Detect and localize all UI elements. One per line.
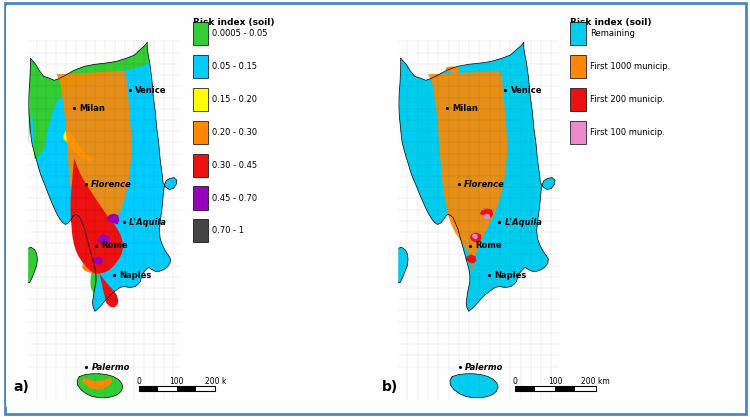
Text: Rome: Rome	[101, 241, 128, 250]
Polygon shape	[392, 247, 408, 282]
Bar	[193, 55, 208, 78]
Text: 0.70 - 1: 0.70 - 1	[211, 226, 244, 235]
Polygon shape	[472, 234, 478, 239]
Polygon shape	[28, 58, 32, 147]
Bar	[6, 6, 27, 407]
Bar	[535, 386, 555, 391]
Bar	[193, 88, 208, 111]
Text: Venice: Venice	[511, 86, 542, 95]
Bar	[158, 386, 177, 391]
Polygon shape	[470, 232, 482, 242]
Bar	[570, 22, 586, 45]
Text: Milan: Milan	[452, 104, 478, 113]
Text: First 200 municip.: First 200 municip.	[590, 95, 665, 104]
Polygon shape	[466, 254, 476, 263]
Text: 0.30 - 0.45: 0.30 - 0.45	[211, 161, 257, 170]
Bar	[559, 6, 742, 407]
Text: 0: 0	[512, 377, 517, 386]
Text: Naples: Naples	[119, 271, 152, 280]
Bar	[193, 186, 208, 210]
Text: Milan: Milan	[80, 104, 105, 113]
Bar	[570, 88, 586, 111]
Text: Risk index (soil): Risk index (soil)	[193, 18, 274, 27]
Text: 0.05 - 0.15: 0.05 - 0.15	[211, 62, 256, 71]
Text: 200 km: 200 km	[581, 377, 610, 386]
Bar	[193, 22, 208, 45]
Polygon shape	[93, 256, 103, 264]
Text: Palermo: Palermo	[92, 363, 130, 372]
Text: Palermo: Palermo	[465, 363, 503, 372]
Text: a): a)	[13, 379, 28, 394]
Polygon shape	[483, 214, 490, 219]
Text: Risk index (soil): Risk index (soil)	[570, 18, 651, 27]
Bar	[196, 386, 215, 391]
Polygon shape	[31, 42, 150, 159]
Polygon shape	[77, 374, 123, 398]
Text: 0.20 - 0.30: 0.20 - 0.30	[211, 128, 257, 137]
Text: 0: 0	[136, 377, 141, 386]
Polygon shape	[82, 378, 112, 389]
Bar	[375, 6, 742, 38]
Polygon shape	[28, 42, 177, 311]
Text: 100: 100	[548, 377, 562, 386]
Bar	[193, 121, 208, 144]
Text: Venice: Venice	[135, 86, 166, 95]
Polygon shape	[56, 71, 131, 274]
Text: 200 k: 200 k	[205, 377, 226, 386]
Text: L'Aquila: L'Aquila	[505, 218, 542, 227]
Text: Naples: Naples	[494, 271, 526, 280]
Polygon shape	[82, 259, 96, 272]
Polygon shape	[399, 42, 555, 311]
Bar	[193, 219, 208, 242]
Bar	[193, 153, 208, 177]
Text: 0.15 - 0.20: 0.15 - 0.20	[211, 95, 256, 104]
Text: 100: 100	[170, 377, 184, 386]
Polygon shape	[64, 131, 92, 161]
Text: Florence: Florence	[464, 180, 505, 189]
Bar	[575, 386, 596, 391]
Text: Florence: Florence	[91, 180, 131, 189]
Bar	[514, 386, 596, 391]
Bar	[6, 401, 355, 407]
Bar	[139, 386, 158, 391]
Bar	[570, 55, 586, 78]
Text: 0.45 - 0.70: 0.45 - 0.70	[211, 193, 257, 203]
Bar	[139, 386, 215, 391]
Text: b): b)	[382, 379, 398, 394]
Polygon shape	[480, 208, 494, 218]
Polygon shape	[450, 374, 498, 398]
Text: First 1000 municip.: First 1000 municip.	[590, 62, 670, 71]
Text: 0.0005 - 0.05: 0.0005 - 0.05	[211, 29, 267, 38]
Bar	[6, 6, 355, 38]
Text: Remaining: Remaining	[590, 29, 634, 38]
Text: First 100 municip.: First 100 municip.	[590, 128, 665, 137]
Polygon shape	[98, 234, 110, 244]
Bar	[570, 121, 586, 144]
Text: Rome: Rome	[476, 241, 502, 250]
Polygon shape	[70, 158, 123, 274]
Polygon shape	[446, 66, 460, 73]
Bar	[180, 6, 355, 407]
Bar	[514, 386, 535, 391]
Polygon shape	[91, 261, 100, 294]
Polygon shape	[100, 274, 118, 307]
Bar	[555, 386, 575, 391]
Bar	[177, 386, 196, 391]
Polygon shape	[107, 214, 119, 224]
Text: L'Aquila: L'Aquila	[129, 218, 167, 227]
Bar	[375, 401, 742, 407]
Bar	[375, 6, 397, 407]
Polygon shape	[428, 71, 507, 274]
Polygon shape	[22, 247, 38, 282]
